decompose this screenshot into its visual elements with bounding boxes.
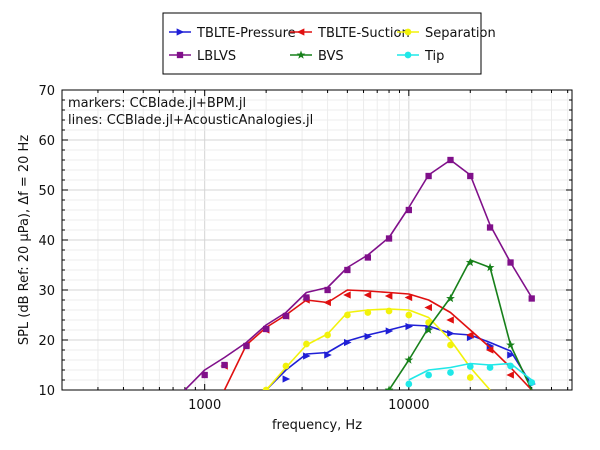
lblvs-marker — [263, 326, 269, 332]
y-tick-label: 10 — [38, 384, 55, 399]
lblvs-marker — [529, 295, 535, 301]
x-axis-label: frequency, Hz — [272, 418, 362, 433]
separation-marker — [405, 312, 412, 319]
legend: TBLTE-Pressure TBLTE-Suction Separation LBL… — [163, 13, 496, 74]
lblvs-marker — [365, 254, 371, 260]
lblvs-line — [185, 160, 532, 390]
y-tick-label: 60 — [38, 134, 55, 149]
tip-marker — [425, 372, 432, 379]
tip-marker — [405, 381, 412, 388]
separation-marker — [344, 312, 351, 319]
separation-marker — [447, 342, 454, 349]
legend-marker-lblvs — [177, 52, 183, 58]
tip-marker — [528, 379, 535, 386]
data-series — [185, 157, 536, 394]
lblvs-marker — [283, 313, 289, 319]
separation-marker — [283, 363, 290, 370]
lblvs-marker — [243, 343, 249, 349]
y-tick-label: 40 — [38, 234, 55, 249]
tblte-pressure-marker — [283, 375, 291, 382]
tip-marker — [467, 363, 474, 370]
lblvs-marker — [386, 235, 392, 241]
separation-marker — [303, 341, 310, 348]
separation-marker — [467, 374, 474, 381]
legend-label-tblte-pressure: TBLTE-Pressure — [196, 26, 296, 41]
tip-marker — [487, 364, 494, 371]
separation-marker — [365, 309, 372, 316]
x-tick-label: 1000 — [188, 398, 221, 413]
legend-label-separation: Separation — [425, 26, 496, 41]
legend-label-lblvs: LBLVS — [197, 49, 236, 64]
lblvs-marker — [344, 267, 350, 273]
y-tick-label: 30 — [38, 284, 55, 299]
y-tick-label: 50 — [38, 184, 55, 199]
separation-marker — [263, 387, 270, 394]
lblvs-marker — [303, 294, 309, 300]
lblvs-marker — [425, 173, 431, 179]
lblvs-marker — [447, 157, 453, 163]
tblte-suction-marker — [364, 291, 372, 298]
legend-marker-tip — [405, 52, 412, 59]
axis-ticks: 1000 10000 10 20 30 40 50 60 70 — [38, 84, 572, 413]
lblvs-marker — [467, 173, 473, 179]
tip-marker — [507, 363, 514, 370]
lblvs-marker — [202, 372, 208, 378]
bvs-marker — [506, 340, 515, 348]
tblte-suction-marker — [506, 371, 514, 378]
legend-marker-separation — [405, 29, 412, 36]
lblvs-marker — [487, 224, 493, 230]
legend-label-tip: Tip — [424, 49, 444, 64]
tblte-suction-marker — [446, 316, 454, 323]
lblvs-marker — [507, 259, 513, 265]
lblvs-marker — [406, 207, 412, 213]
tip-marker — [447, 369, 454, 376]
separation-marker — [324, 332, 331, 339]
legend-label-tblte-suction: TBLTE-Suction — [317, 26, 410, 41]
legend-box — [163, 13, 481, 74]
spl-chart: 1000 10000 10 20 30 40 50 60 70 markers: CCBlade… — [0, 0, 600, 450]
legend-label-bvs: BVS — [318, 49, 344, 64]
y-axis-label: SPL (dB Ref: 20 μPa), Δf = 20 Hz — [17, 135, 32, 345]
lblvs-marker — [221, 362, 227, 368]
y-tick-label: 20 — [38, 334, 55, 349]
lblvs-marker — [324, 287, 330, 293]
annotation-lines: lines: CCBlade.jl+AcousticAnalogies.jl — [68, 113, 313, 128]
y-tick-label: 70 — [38, 84, 55, 99]
annotation-markers: markers: CCBlade.jl+BPM.jl — [68, 96, 246, 111]
x-tick-label: 10000 — [388, 398, 429, 413]
separation-marker — [386, 308, 393, 315]
tblte-pressure-marker — [447, 330, 455, 337]
